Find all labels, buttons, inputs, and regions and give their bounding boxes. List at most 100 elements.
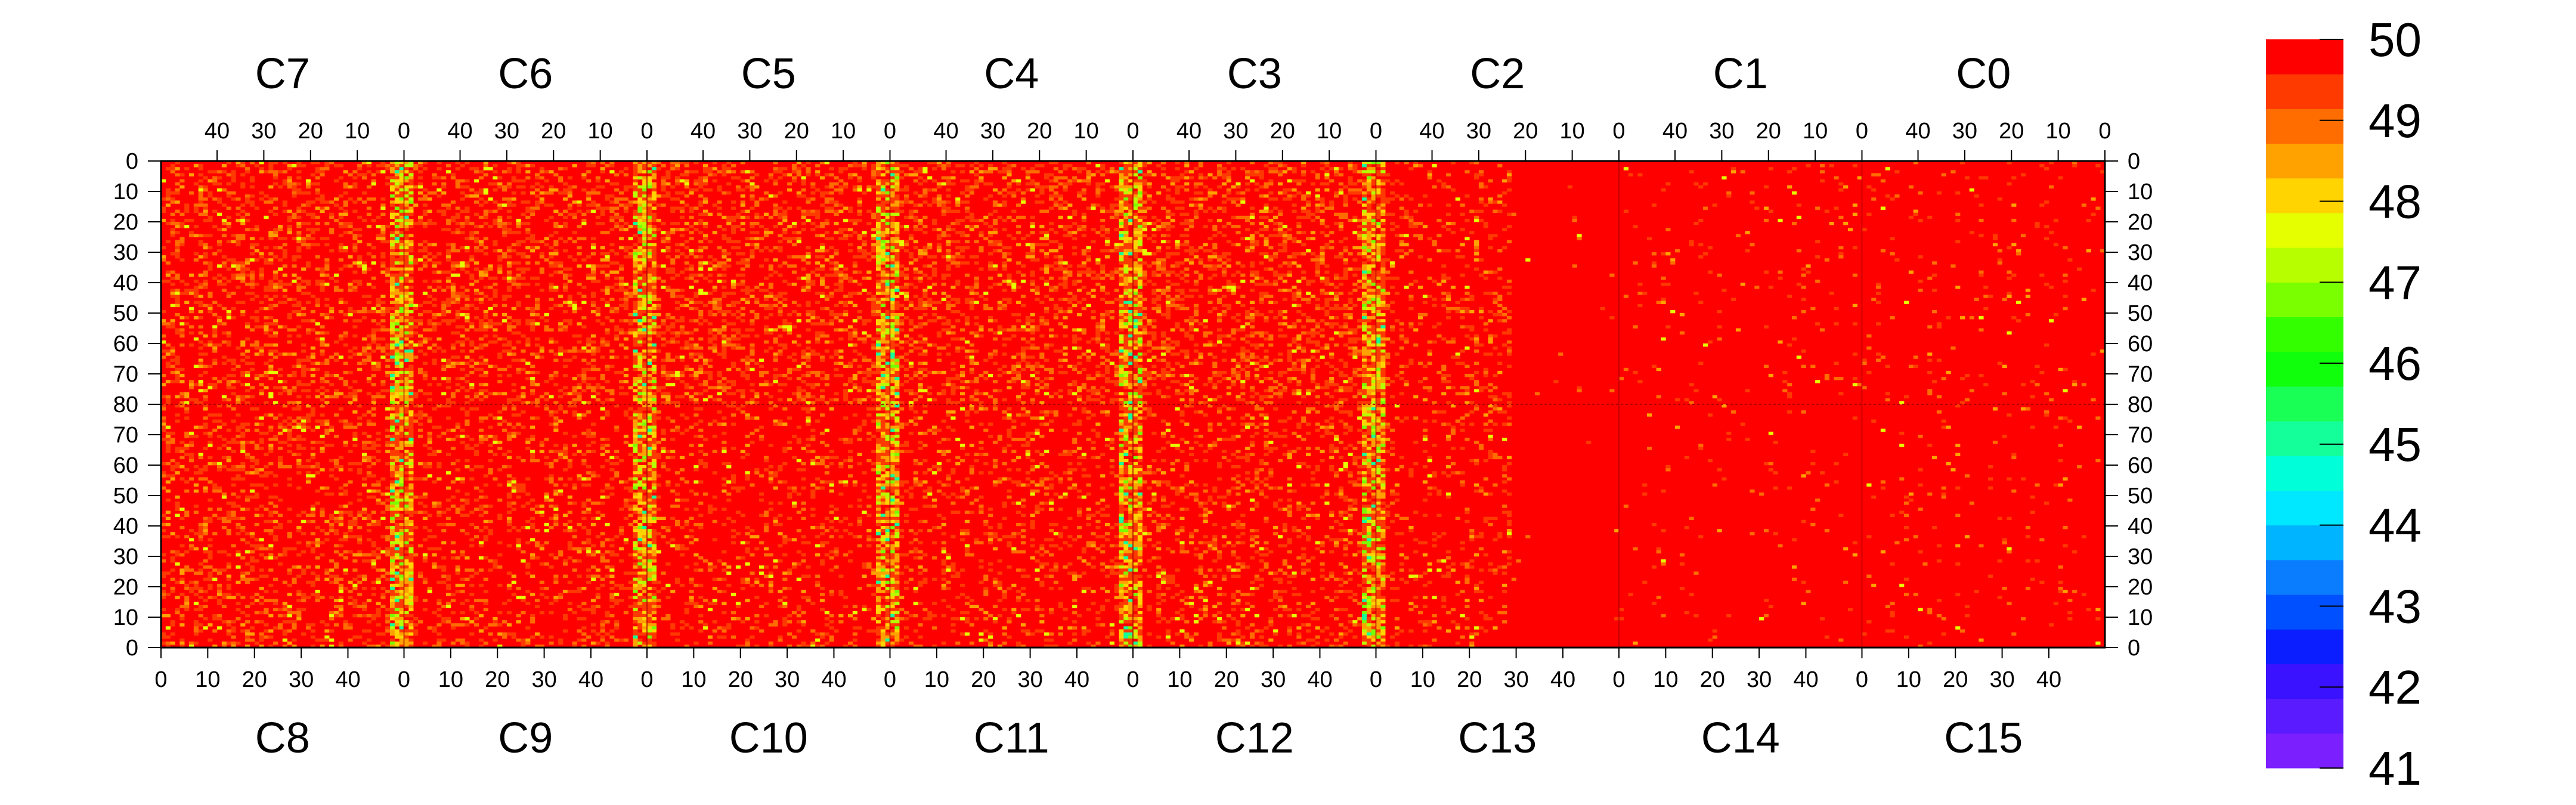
heatmap-cell <box>380 325 386 329</box>
heatmap-cell <box>240 203 246 207</box>
heatmap-cell <box>469 237 475 240</box>
heatmap-cell <box>320 197 325 201</box>
heatmap-cell <box>245 401 250 405</box>
heatmap-cell <box>553 580 559 584</box>
heatmap-cell <box>240 352 246 356</box>
heatmap-cell <box>637 383 643 386</box>
heatmap-cell <box>179 316 185 320</box>
heatmap-cell <box>567 188 572 192</box>
heatmap-cell <box>600 343 605 347</box>
heatmap-cell <box>408 574 414 578</box>
heatmap-cell <box>432 407 437 411</box>
heatmap-cell <box>478 513 484 517</box>
heatmap-cell <box>366 309 371 314</box>
heatmap-cell <box>394 596 400 599</box>
heatmap-cell <box>394 309 400 314</box>
heatmap-cell <box>394 456 400 460</box>
heatmap-cell <box>305 358 311 362</box>
heatmap-cell <box>352 200 358 204</box>
heatmap-cell <box>333 465 339 469</box>
heatmap-cell <box>170 459 175 463</box>
heatmap-cell <box>488 197 493 201</box>
heatmap-cell <box>203 532 208 535</box>
heatmap-cell <box>446 279 451 283</box>
heatmap-cell <box>193 182 199 186</box>
heatmap-cell <box>483 626 488 630</box>
heatmap-cell <box>483 435 488 438</box>
heatmap-cell <box>212 301 218 304</box>
heatmap-cell <box>633 167 638 171</box>
heatmap-cell <box>418 404 423 408</box>
heatmap-cell <box>474 292 479 295</box>
heatmap-cell <box>259 474 264 478</box>
heatmap-cell <box>217 571 222 575</box>
heatmap-cell <box>366 295 371 298</box>
heatmap-cell <box>394 322 400 326</box>
heatmap-cell <box>469 258 475 262</box>
heatmap-cell <box>446 398 451 402</box>
heatmap-cell <box>493 620 498 624</box>
heatmap-cell <box>305 471 311 475</box>
heatmap-cell <box>301 510 306 514</box>
heatmap-cell <box>208 364 213 369</box>
heatmap-cell <box>441 212 447 216</box>
heatmap-cell <box>436 608 442 612</box>
heatmap-cell <box>408 644 414 648</box>
heatmap-cell <box>333 529 339 532</box>
heatmap-cell <box>301 286 306 289</box>
heatmap-cell <box>530 306 535 311</box>
heatmap-cell <box>427 441 432 444</box>
heatmap-cell <box>394 240 400 243</box>
heatmap-cell <box>413 395 419 399</box>
heatmap-cell <box>488 425 493 429</box>
heatmap-cell <box>427 197 432 201</box>
heatmap-cell <box>175 222 180 225</box>
heatmap-cell <box>268 556 274 560</box>
heatmap-cell <box>567 392 572 395</box>
heatmap-cell <box>408 164 414 168</box>
heatmap-cell <box>418 410 423 414</box>
heatmap-cell <box>240 185 246 189</box>
heatmap-cell <box>562 273 568 277</box>
heatmap-cell <box>553 261 559 265</box>
heatmap-cell <box>394 632 400 636</box>
heatmap-cell <box>474 279 479 283</box>
heatmap-cell <box>413 629 419 633</box>
heatmap-cell <box>301 447 306 450</box>
heatmap-cell <box>357 309 363 314</box>
heatmap-cell <box>198 331 203 335</box>
heatmap-cell <box>633 334 638 338</box>
heatmap-cell <box>245 197 250 201</box>
heatmap-cell <box>301 243 306 247</box>
heatmap-cell <box>506 504 512 508</box>
heatmap-cell <box>203 477 208 481</box>
heatmap-cell <box>436 188 442 192</box>
heatmap-cell <box>292 419 297 423</box>
heatmap-cell <box>245 541 250 544</box>
heatmap-cell <box>539 185 544 189</box>
heatmap-cell <box>478 322 484 326</box>
heatmap-cell <box>170 164 175 168</box>
heatmap-cell <box>348 306 353 311</box>
heatmap-cell <box>231 468 236 472</box>
heatmap-cell <box>605 301 610 304</box>
heatmap-cell <box>394 550 400 554</box>
heatmap-cell <box>483 334 488 338</box>
heatmap-cell <box>203 197 208 201</box>
heatmap-cell <box>221 261 227 265</box>
heatmap-cell <box>590 295 596 298</box>
heatmap-cell <box>534 404 540 408</box>
heatmap-cell <box>474 346 479 350</box>
heatmap-cell <box>408 246 414 250</box>
heatmap-cell <box>329 355 335 359</box>
heatmap-cell <box>450 364 456 369</box>
heatmap-cell <box>338 355 343 359</box>
heatmap-cell <box>408 398 414 402</box>
heatmap-cell <box>394 605 400 608</box>
heatmap-cell <box>348 526 353 530</box>
heatmap-cell <box>254 513 259 517</box>
heatmap-cell <box>642 194 648 198</box>
heatmap-cell <box>478 328 484 332</box>
heatmap-cell <box>605 273 610 277</box>
heatmap-cell <box>399 574 404 578</box>
